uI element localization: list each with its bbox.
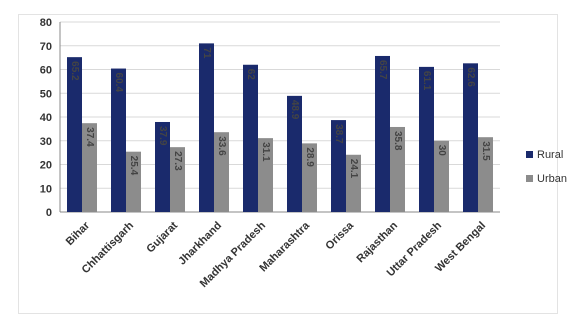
category-label: Bihar	[64, 219, 93, 248]
bar-urban	[258, 138, 273, 212]
y-tick-label: 80	[40, 17, 52, 29]
bar-rural	[419, 66, 434, 212]
data-label: 31.5	[480, 141, 491, 161]
legend-label-rural: Rural	[537, 149, 563, 161]
data-label: 27.3	[172, 151, 183, 171]
data-label: 48.9	[289, 100, 300, 120]
data-label: 38.7	[333, 124, 344, 144]
data-label: 65.2	[69, 61, 80, 81]
bar-urban	[302, 143, 317, 212]
bar-urban	[434, 140, 449, 212]
legend-swatch-urban	[526, 175, 533, 182]
category-label: Rajasthan	[354, 219, 400, 265]
category-label: Orissa	[323, 219, 356, 252]
bar-urban	[170, 147, 185, 212]
data-label: 71	[201, 47, 212, 59]
data-label: 62.6	[465, 67, 476, 87]
y-tick-label: 70	[40, 41, 52, 53]
y-tick-label: 20	[40, 160, 52, 172]
bar-urban	[346, 154, 361, 212]
bar-urban	[214, 132, 229, 212]
data-label: 33.6	[216, 136, 227, 156]
bar-rural	[243, 64, 258, 212]
chart-frame	[18, 14, 558, 314]
bar-rural	[463, 63, 478, 213]
bar-urban	[478, 137, 493, 212]
y-tick-label: 0	[46, 207, 52, 219]
data-label: 25.4	[128, 156, 139, 176]
data-label: 65.7	[377, 60, 388, 80]
data-label: 31.1	[260, 142, 271, 162]
data-label: 37.4	[84, 127, 95, 147]
legend-swatch-rural	[526, 151, 533, 158]
bar-rural	[199, 43, 214, 212]
data-label: 60.4	[113, 73, 124, 93]
y-tick-label: 30	[40, 136, 52, 148]
bar-rural	[287, 95, 302, 212]
bar-urban	[82, 123, 97, 212]
data-label: 30	[436, 145, 447, 157]
data-label: 37.9	[157, 126, 168, 146]
data-label: 24.1	[348, 159, 359, 179]
bar-urban	[126, 151, 141, 212]
category-label: Jharkhand	[176, 220, 224, 268]
bar-rural	[155, 121, 170, 212]
y-tick-label: 40	[40, 112, 52, 124]
y-tick-label: 60	[40, 65, 52, 77]
bar-rural	[111, 68, 126, 212]
data-label: 62	[245, 69, 256, 81]
bar-rural	[375, 55, 390, 213]
data-label: 28.9	[304, 147, 315, 167]
bar-rural	[67, 57, 82, 213]
bar-rural	[331, 120, 346, 212]
y-tick-label: 10	[40, 183, 52, 195]
data-label: 35.8	[392, 131, 403, 151]
data-label: 61.1	[421, 71, 432, 91]
legend-label-urban: Urban	[537, 173, 567, 185]
y-tick-label: 50	[40, 88, 52, 100]
bar-urban	[390, 126, 405, 212]
category-label: Gujarat	[144, 219, 180, 255]
